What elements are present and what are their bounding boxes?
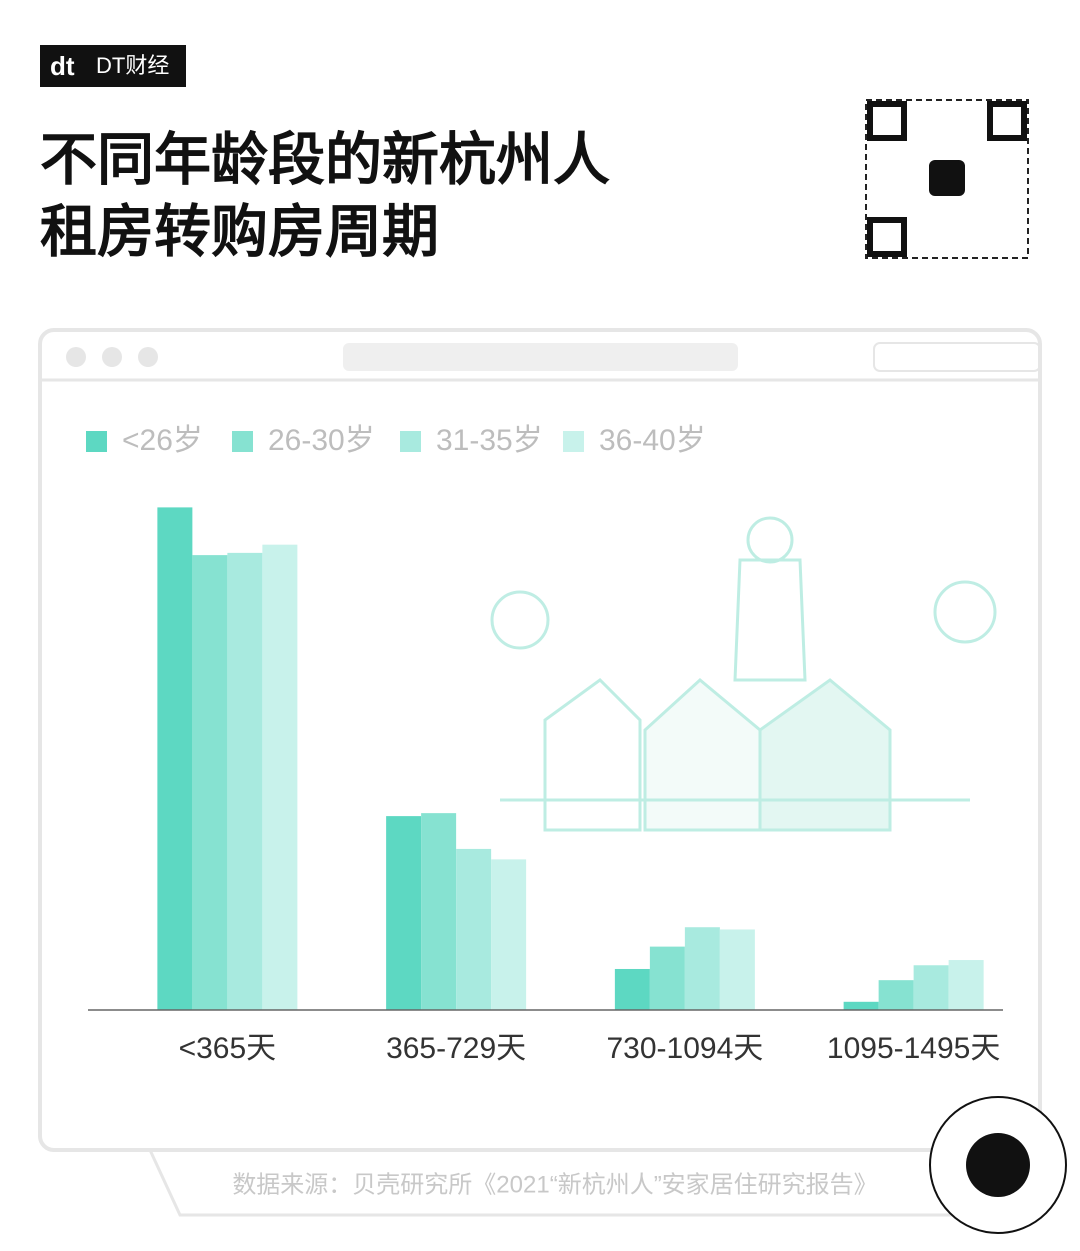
legend-swatch: [86, 431, 107, 452]
brand-badge: dt DT财经: [40, 45, 186, 87]
bar: [719, 929, 755, 1010]
bar: [157, 507, 193, 1010]
legend-label: 31-35岁: [436, 424, 543, 457]
logo-circle: [929, 1096, 1067, 1234]
x-tick-label: <365天: [179, 1032, 277, 1065]
legend-label: <26岁: [122, 424, 203, 457]
legend-label: 36-40岁: [599, 424, 706, 457]
legend-swatch: [563, 431, 584, 452]
chart-title: 不同年龄段的新杭州人租房转购房周期: [40, 126, 610, 265]
x-tick-label: 365-729天: [386, 1032, 526, 1065]
x-tick-label: 730-1094天: [606, 1032, 763, 1065]
legend-swatch: [400, 431, 421, 452]
qr-code: [865, 99, 1029, 259]
bar: [227, 552, 263, 1010]
legend-swatch: [232, 431, 253, 452]
logo-dot: [966, 1133, 1030, 1197]
legend-label: 26-30岁: [268, 424, 375, 457]
bar: [192, 555, 228, 1010]
x-tick-label: 1095-1495天: [827, 1032, 1000, 1065]
browser-frame: [38, 328, 1042, 1217]
illustration: [490, 516, 997, 832]
bar: [614, 968, 650, 1010]
bar: [456, 848, 492, 1010]
bar: [684, 927, 720, 1010]
bar: [262, 544, 298, 1010]
source-note: 数据来源：贝壳研究所《2021“新杭州人”安家居住研究报告》: [232, 1171, 877, 1198]
bar: [649, 946, 685, 1010]
bar: [386, 816, 422, 1010]
brand-name: DT财经: [96, 53, 170, 78]
bar: [878, 980, 914, 1010]
bar: [421, 813, 457, 1010]
bar: [491, 859, 527, 1010]
brand-logo: dt: [50, 51, 75, 81]
bar: [843, 1001, 879, 1010]
bar: [948, 960, 984, 1010]
bar: [913, 965, 949, 1010]
